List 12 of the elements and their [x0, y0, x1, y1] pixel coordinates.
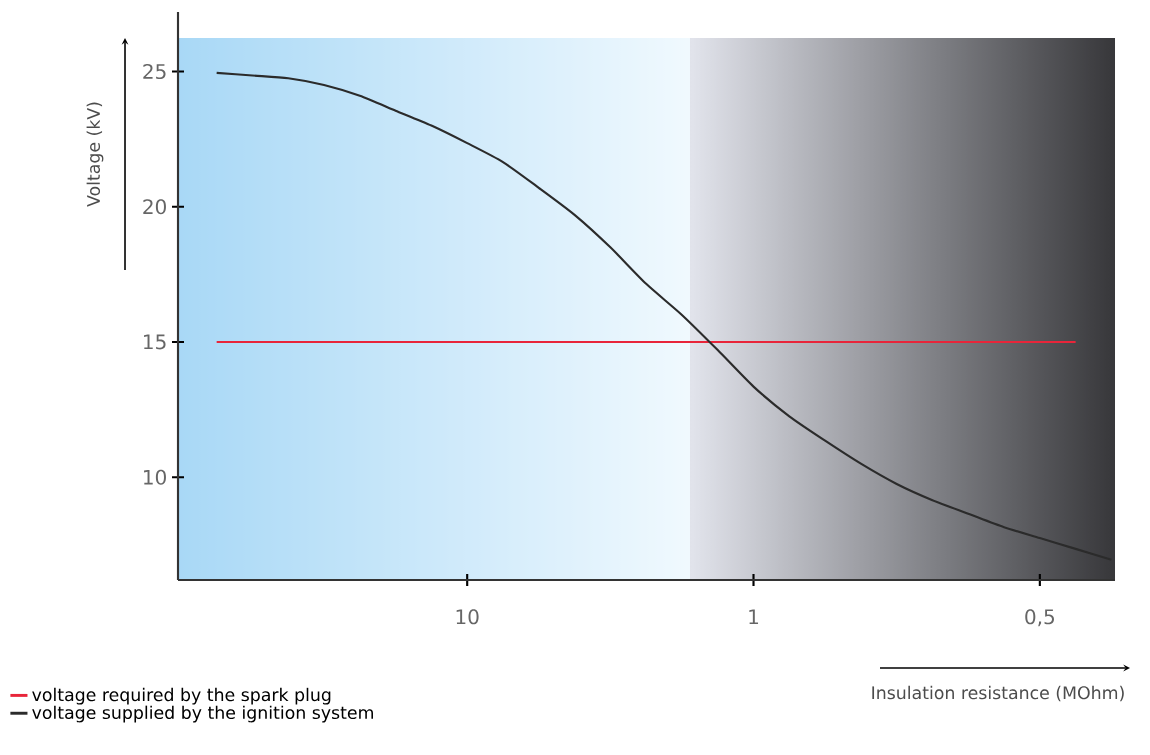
line-series [215, 71, 1113, 561]
x-tick-label: 1 [749, 609, 759, 625]
y-tick-label: 15 [144, 334, 166, 350]
x-axis-title: Insulation resistance (MOhm) [872, 685, 1124, 702]
x-tick-label: 0,5 [1025, 609, 1054, 627]
legend-label: voltage required by the spark plug [32, 687, 331, 705]
legend-label: voltage supplied by the ignition system [32, 705, 373, 723]
y-tick-label: 25 [143, 63, 166, 80]
x-tick-label: 10 [456, 609, 479, 625]
y-axis-title: Voltage (kV) [86, 102, 104, 207]
y-tick-label: 10 [144, 469, 166, 485]
y-tick-label: 20 [143, 199, 166, 215]
